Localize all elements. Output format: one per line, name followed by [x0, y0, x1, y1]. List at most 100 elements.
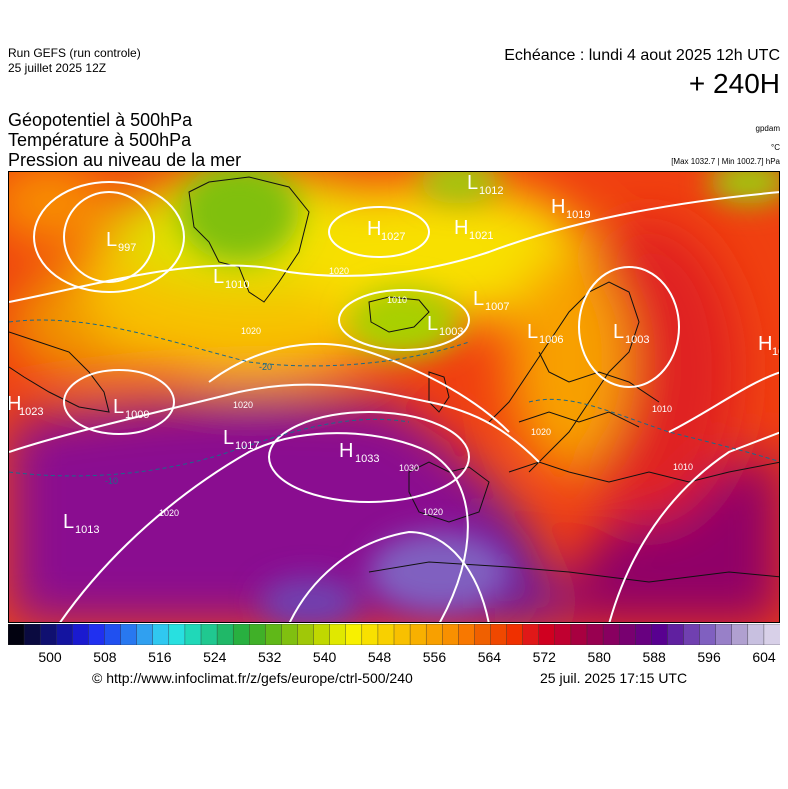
pressure-center-type: L	[613, 321, 624, 343]
pressure-center-type: H	[367, 218, 381, 240]
isobar-label: 1010	[652, 404, 672, 414]
colorbar-swatch	[216, 624, 234, 645]
colorbar-swatch	[281, 624, 299, 645]
pressure-center-type: L	[63, 511, 74, 533]
colorbar-swatch	[265, 624, 283, 645]
unit-temperature: °C	[771, 143, 780, 152]
colorbar-swatch	[120, 624, 138, 645]
colorbar-swatch	[409, 624, 427, 645]
colorbar-swatch	[635, 624, 653, 645]
colorbar-tick-label: 572	[532, 649, 556, 665]
colorbar-swatch	[602, 624, 620, 645]
pressure-center-value: 1006	[539, 334, 563, 346]
pressure-center-value: 1021	[469, 230, 493, 242]
pressure-center-type: H	[758, 333, 772, 355]
colorbar-swatch	[200, 624, 218, 645]
colorbar-swatch	[538, 624, 556, 645]
colorbar	[8, 624, 780, 645]
colorbar-swatch	[23, 624, 41, 645]
colorbar-tick-label: 548	[367, 649, 392, 665]
colorbar-swatch	[136, 624, 154, 645]
colorbar-swatch	[249, 624, 267, 645]
colorbar-swatch	[731, 624, 749, 645]
temperature-labels: -20 -10	[105, 362, 272, 486]
colorbar-tick-label: 604	[752, 649, 776, 665]
pressure-center-value: 1023	[19, 406, 43, 418]
unit-geopotential: gpdam	[755, 124, 780, 133]
colorbar-swatch	[232, 624, 250, 645]
colorbar-swatch	[554, 624, 572, 645]
isobar-label: 1020	[159, 508, 179, 518]
colorbar-swatch	[39, 624, 57, 645]
isobar-label: 1020	[241, 326, 261, 336]
pressure-center-type: H	[454, 217, 468, 239]
colorbar-swatch	[506, 624, 524, 645]
pressure-center-type: L	[467, 172, 478, 194]
temperature-lines	[9, 319, 779, 477]
colorbar-tick-label: 596	[697, 649, 721, 665]
colorbar-swatch	[683, 624, 701, 645]
colorbar-tick-label: 508	[93, 649, 117, 665]
pressure-center-value: 1009	[125, 409, 149, 421]
pressure-center-type: H	[551, 196, 565, 218]
colorbar-swatch	[442, 624, 460, 645]
colorbar-swatch	[377, 624, 395, 645]
map-canvas: L 997 L 1010 H 1027 L 1012 H 1021 H 1019…	[9, 172, 780, 622]
colorbar-swatch	[651, 624, 669, 645]
colorbar-tick-label: 556	[422, 649, 447, 665]
colorbar-tick-label: 564	[477, 649, 502, 665]
isobar-label: 1010	[673, 462, 693, 472]
field-geopotential: Géopotentiel à 500hPa	[8, 110, 193, 130]
colorbar-swatch	[715, 624, 733, 645]
colorbar-swatch	[152, 624, 170, 645]
pressure-center-value: 1007	[485, 301, 509, 313]
colorbar-tick-label: 588	[642, 649, 666, 665]
pressure-center-type: L	[223, 427, 234, 449]
pressure-center-value: 1012	[479, 185, 503, 197]
colorbar-swatch	[393, 624, 411, 645]
colorbar-swatch	[570, 624, 588, 645]
pressure-center-type: L	[213, 266, 224, 288]
colorbar-tick-label: 516	[148, 649, 172, 665]
generation-timestamp: 25 juil. 2025 17:15 UTC	[540, 670, 688, 686]
colorbar-tick-label: 540	[312, 649, 337, 665]
credit-text[interactable]: © http://www.infoclimat.fr/z/gefs/europe…	[92, 670, 413, 686]
coastlines	[9, 176, 779, 583]
colorbar-swatch	[586, 624, 604, 645]
valid-time: Echéance : lundi 4 aout 2025 12h UTC	[504, 47, 780, 64]
colorbar-swatch	[361, 624, 379, 645]
colorbar-swatch	[345, 624, 363, 645]
pressure-center-value: 1003	[625, 334, 649, 346]
isobars	[9, 181, 779, 622]
colorbar-swatch	[297, 624, 315, 645]
colorbar-swatch	[522, 624, 540, 645]
isobar-label: 1020	[423, 507, 443, 517]
colorbar-swatch	[8, 624, 25, 645]
isobar-label: 1020	[531, 427, 551, 437]
colorbar-tick-label: 524	[203, 649, 227, 665]
colorbar-swatch	[474, 624, 492, 645]
pressure-center-value: 1003	[439, 326, 463, 338]
pressure-center-value: 1033	[355, 453, 379, 465]
colorbar-swatch	[56, 624, 74, 645]
colorbar-swatch	[72, 624, 90, 645]
colorbar-swatch	[184, 624, 202, 645]
run-title: Run GEFS (run controle)	[8, 46, 141, 60]
run-date: 25 juillet 2025 12Z	[8, 61, 107, 75]
pressure-center-value: 1013	[75, 524, 99, 536]
pressure-center-type: L	[527, 321, 538, 343]
pressure-center-type: L	[113, 396, 124, 418]
colorbar-swatch	[618, 624, 636, 645]
colorbar-swatch	[490, 624, 508, 645]
pressure-center-value: 1019	[566, 209, 590, 221]
isobar-label: 1010	[387, 295, 407, 305]
pressure-center-value: 10	[772, 346, 780, 358]
weather-map[interactable]: L 997 L 1010 H 1027 L 1012 H 1021 H 1019…	[8, 171, 780, 623]
isobar-label: 1020	[233, 400, 253, 410]
colorbar-tick-label: 580	[587, 649, 611, 665]
isobar-label: 1020	[329, 266, 349, 276]
pressure-center-value: 1027	[381, 231, 405, 243]
field-temperature: Température à 500hPa	[8, 130, 192, 150]
isobar-label: 1030	[399, 463, 419, 473]
colorbar-swatch	[667, 624, 685, 645]
